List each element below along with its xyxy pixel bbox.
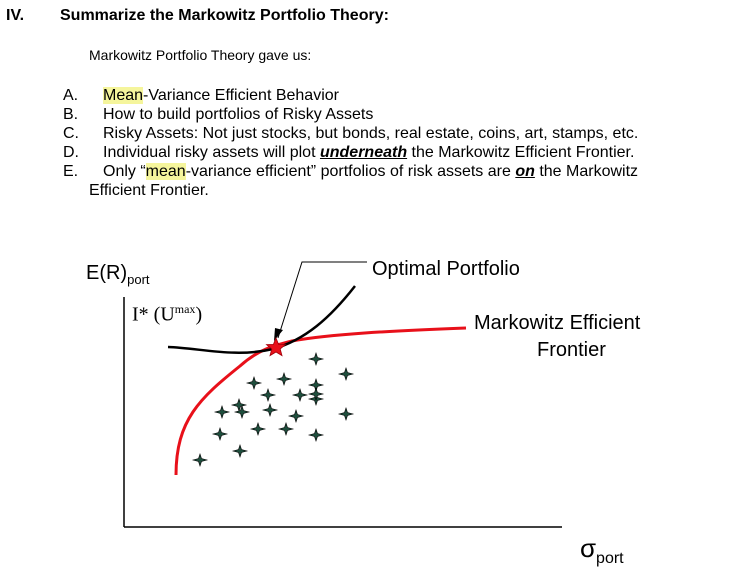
emphasis-text: underneath (319, 144, 408, 161)
list-item-b: How to build portfolios of Risky Assets (103, 106, 374, 123)
asset-marker (337, 367, 355, 381)
item-d-letter: D. (63, 144, 79, 161)
item-e-letter: E. (63, 163, 79, 180)
intro-text: Markowitz Portfolio Theory gave us: (89, 47, 312, 63)
asset-marker (307, 387, 325, 401)
asset-marker (233, 405, 251, 419)
frontier-label-line1: Markowitz Efficient (474, 312, 641, 334)
asset-marker (337, 407, 355, 421)
asset-marker (191, 453, 209, 467)
item-text: Only “ (103, 163, 146, 180)
callout-line (277, 261, 367, 339)
x-axis-label-main: σ (580, 533, 597, 563)
item-a-letter: A. (63, 87, 79, 104)
individual-assets (191, 352, 355, 467)
y-axis-label-sub: port (127, 272, 150, 287)
asset-marker (275, 372, 293, 386)
asset-marker (261, 403, 279, 417)
item-text: the Markowitz Efficient Frontier. (407, 144, 635, 161)
y-axis-label-main: E(R) (86, 262, 128, 284)
asset-marker (287, 409, 305, 423)
asset-marker (291, 388, 309, 402)
optimal-portfolio-label: Optimal Portfolio (372, 258, 520, 280)
list-item-a: Mean-Variance Efficient Behavior (103, 86, 339, 105)
indifference-label-main: I* (U (132, 303, 175, 326)
item-c-letter: C. (63, 125, 79, 142)
x-axis-label: σport (580, 533, 624, 568)
efficient-frontier-curve (174, 326, 467, 476)
section-title: Summarize the Markowitz Portfolio Theory… (60, 7, 389, 24)
list-item-e: Only “mean-variance efficient” portfolio… (103, 162, 638, 181)
highlight: mean (145, 163, 186, 180)
indifference-label: I* (Umax) (132, 302, 202, 327)
asset-marker (307, 352, 325, 366)
asset-marker (211, 427, 229, 441)
asset-marker (307, 428, 325, 442)
asset-marker (231, 444, 249, 458)
asset-marker (245, 376, 263, 390)
indifference-label-close: ) (195, 303, 203, 326)
frontier-label-line2: Frontier (537, 339, 606, 361)
list-item-d: Individual risky assets will plot undern… (103, 143, 634, 162)
asset-marker (277, 422, 295, 436)
asset-marker (213, 405, 231, 419)
section-number: IV. (6, 7, 25, 24)
asset-marker (230, 398, 248, 412)
item-text: -Variance Efficient Behavior (143, 87, 339, 104)
asset-marker (249, 422, 267, 436)
list-item-c: Risky Assets: Not just stocks, but bonds… (103, 125, 639, 142)
asset-marker (259, 388, 277, 402)
indifference-label-sup: max (174, 302, 196, 316)
item-text: -variance efficient” portfolios of risk … (185, 163, 516, 180)
asset-marker (307, 378, 325, 392)
item-text: the Markowitz (534, 163, 639, 180)
optimal-portfolio-star (265, 336, 287, 357)
list-item-e-line2: Efficient Frontier. (89, 182, 209, 199)
item-b-letter: B. (63, 106, 79, 123)
item-text: Individual risky assets will plot (103, 144, 320, 161)
emphasis-text: on (515, 163, 535, 180)
highlight: Mean (103, 87, 144, 104)
x-axis-label-sub: port (596, 550, 624, 568)
y-axis-label: E(R)port (86, 262, 150, 287)
